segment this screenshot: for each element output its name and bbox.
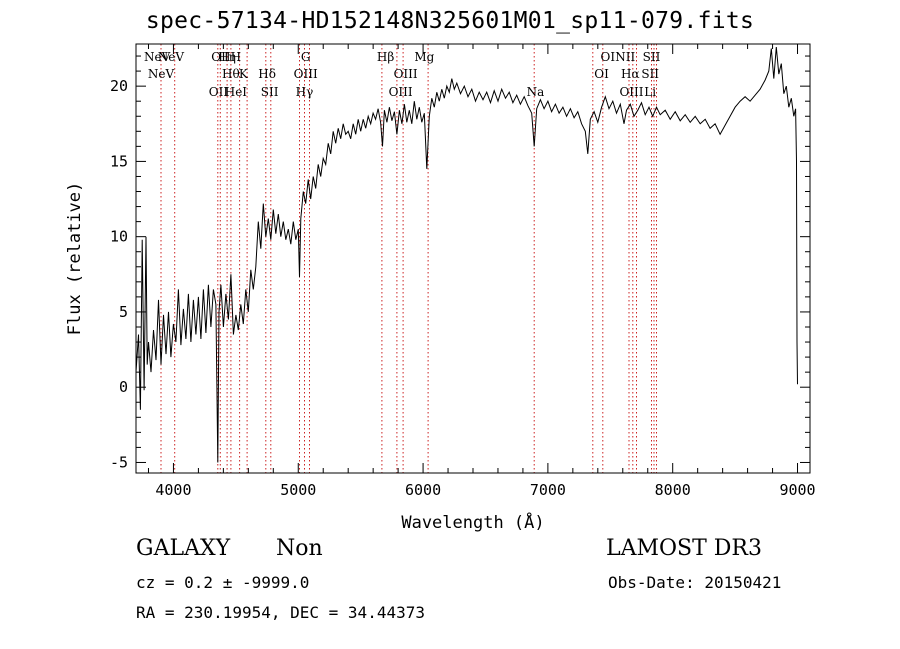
line-label: OIII: [619, 85, 643, 99]
line-label: SII: [643, 50, 661, 64]
line-label: NII: [615, 50, 635, 64]
line-label: NeV: [144, 50, 171, 64]
x-tick-label: 8000: [655, 481, 691, 499]
line-label: Hα: [621, 67, 640, 81]
line-label: NeV: [158, 50, 185, 64]
line-label: Hη: [218, 50, 236, 64]
redshift-text: cz = 0.2 ± -9999.0: [136, 573, 310, 592]
spectrum-line: [135, 46, 798, 463]
x-axis-label: Wavelength (Å): [401, 511, 544, 533]
line-label: Mg: [414, 50, 434, 64]
plot-frame: [135, 43, 811, 474]
line-label: Hθ: [222, 67, 240, 81]
line-label: OI: [601, 50, 616, 64]
x-tick-label: 5000: [280, 481, 316, 499]
line-label: Hδ: [258, 67, 276, 81]
line-label: SII: [261, 85, 279, 99]
axis-ticks: 4000 5000 6000 7000 8000 9000 -5 0 5 10 15 20: [110, 44, 816, 499]
obs-date-text: Obs-Date: 20150421: [608, 573, 782, 592]
y-axis-label: Flux (relative): [65, 182, 85, 336]
line-label: OIII: [394, 67, 418, 81]
line-label: K: [239, 67, 249, 81]
y-tick-label: 5: [119, 303, 128, 321]
object-class: GALAXY: [136, 536, 231, 561]
object-subclass: Non: [276, 536, 323, 561]
line-label: Li: [644, 85, 656, 99]
line-label: SII: [641, 67, 659, 81]
y-tick-label: 15: [110, 152, 128, 170]
x-tick-label: 7000: [530, 481, 566, 499]
x-tick-label: 6000: [405, 481, 441, 499]
survey-name: LAMOST DR3: [606, 536, 762, 561]
line-label: Hβ: [377, 50, 394, 64]
y-tick-label: -5: [110, 453, 128, 471]
chart-title: spec-57134-HD152148N325601M01_sp11-079.f…: [145, 8, 755, 34]
line-label: OI: [594, 67, 609, 81]
spectral-line-markers: [160, 44, 657, 473]
radec-text: RA = 230.19954, DEC = 34.44373: [136, 603, 425, 622]
line-label: OII: [211, 50, 231, 64]
line-label: OIII: [389, 85, 413, 99]
y-tick-label: 0: [119, 378, 128, 396]
line-label: NeV: [148, 67, 175, 81]
line-label: H: [231, 50, 241, 64]
line-label: OIII: [294, 67, 318, 81]
y-tick-label: 20: [110, 77, 128, 95]
line-label: Na: [527, 85, 545, 99]
line-label: G: [301, 50, 311, 64]
x-tick-label: 4000: [155, 481, 191, 499]
line-label: Hγ: [296, 85, 314, 99]
y-tick-label: 10: [110, 228, 128, 246]
line-label: HeI: [225, 85, 248, 99]
line-label: OII: [209, 85, 229, 99]
x-tick-label: 9000: [779, 481, 815, 499]
